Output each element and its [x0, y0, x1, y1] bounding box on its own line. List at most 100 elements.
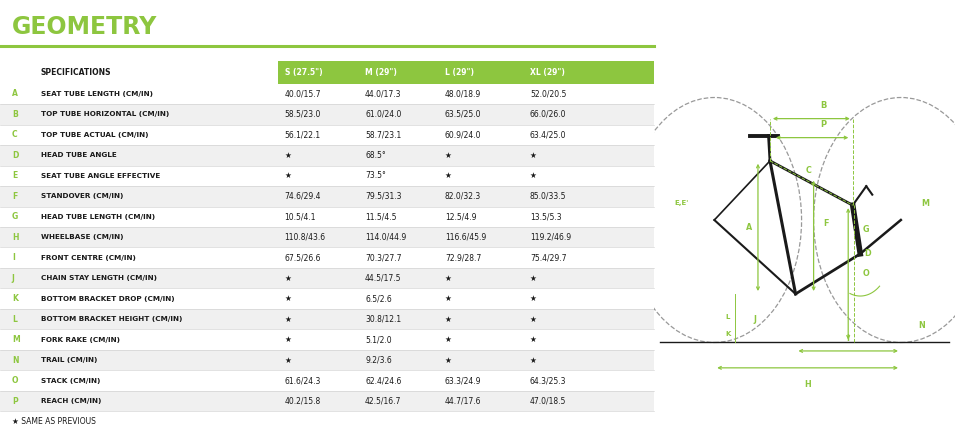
Bar [0, 350, 654, 370]
Text: 30.8/12.1: 30.8/12.1 [365, 315, 401, 324]
Text: TOP TUBE ACTUAL (CM/IN): TOP TUBE ACTUAL (CM/IN) [40, 132, 148, 138]
Text: SEAT TUBE ANGLE EFFECTIVE: SEAT TUBE ANGLE EFFECTIVE [40, 173, 159, 179]
Text: 70.3/27.7: 70.3/27.7 [365, 253, 401, 262]
Text: CHAIN STAY LENGTH (CM/IN): CHAIN STAY LENGTH (CM/IN) [40, 275, 157, 281]
Text: L: L [726, 314, 730, 320]
Text: H: H [11, 233, 18, 242]
Text: 5.1/2.0: 5.1/2.0 [365, 335, 392, 344]
Text: 58.7/23.1: 58.7/23.1 [365, 130, 401, 139]
Text: ★: ★ [285, 335, 291, 344]
Text: P: P [11, 396, 17, 406]
Bar [0, 186, 654, 206]
Text: 47.0/18.5: 47.0/18.5 [530, 396, 566, 406]
Text: SEAT TUBE LENGTH (CM/IN): SEAT TUBE LENGTH (CM/IN) [40, 91, 153, 97]
Text: D: D [11, 151, 18, 160]
Text: ★: ★ [285, 151, 291, 160]
Text: ★: ★ [285, 274, 291, 283]
Text: N: N [919, 321, 925, 330]
Text: C: C [805, 166, 812, 175]
Text: P: P [820, 121, 826, 129]
Text: 11.5/4.5: 11.5/4.5 [365, 212, 396, 221]
Text: 12.5/4.9: 12.5/4.9 [445, 212, 477, 221]
Text: 116.6/45.9: 116.6/45.9 [445, 233, 486, 242]
Text: 44.7/17.6: 44.7/17.6 [445, 396, 481, 406]
Text: J: J [11, 274, 14, 283]
Text: 61.6/24.3: 61.6/24.3 [285, 376, 321, 385]
Bar [0, 309, 654, 330]
Text: ★: ★ [530, 274, 537, 283]
Text: M (29"): M (29") [365, 68, 397, 77]
Text: ★: ★ [445, 335, 452, 344]
Text: REACH (CM/IN): REACH (CM/IN) [40, 398, 101, 404]
Text: 68.5°: 68.5° [365, 151, 386, 160]
Bar [0, 370, 654, 391]
Text: D: D [864, 249, 871, 258]
Text: BOTTOM BRACKET HEIGHT (CM/IN): BOTTOM BRACKET HEIGHT (CM/IN) [40, 316, 182, 322]
Text: 67.5/26.6: 67.5/26.6 [285, 253, 321, 262]
Text: O: O [863, 269, 870, 279]
Text: B: B [11, 110, 17, 119]
Text: 44.5/17.5: 44.5/17.5 [365, 274, 401, 283]
Text: 85.0/33.5: 85.0/33.5 [530, 192, 566, 201]
Text: ★: ★ [445, 356, 452, 365]
Text: F: F [11, 192, 17, 201]
Text: G: G [11, 212, 18, 221]
Bar [278, 61, 654, 84]
Text: I: I [847, 334, 850, 343]
Text: XL (29"): XL (29") [530, 68, 564, 77]
Text: STANDOVER (CM/IN): STANDOVER (CM/IN) [40, 193, 123, 199]
Text: BOTTOM BRACKET DROP (CM/IN): BOTTOM BRACKET DROP (CM/IN) [40, 296, 174, 302]
Text: 63.5/25.0: 63.5/25.0 [445, 110, 481, 119]
Bar [0, 206, 654, 227]
Text: 110.8/43.6: 110.8/43.6 [285, 233, 326, 242]
Text: ★ SAME AS PREVIOUS: ★ SAME AS PREVIOUS [11, 417, 96, 425]
Bar [0, 84, 654, 104]
Text: FRONT CENTRE (CM/IN): FRONT CENTRE (CM/IN) [40, 255, 136, 261]
Bar [0, 289, 654, 309]
Text: M: M [921, 198, 929, 208]
Bar [0, 125, 654, 145]
Text: 72.9/28.7: 72.9/28.7 [445, 253, 481, 262]
Text: TOP TUBE HORIZONTAL (CM/IN): TOP TUBE HORIZONTAL (CM/IN) [40, 111, 169, 117]
Text: 82.0/32.3: 82.0/32.3 [445, 192, 481, 201]
Text: 40.0/15.7: 40.0/15.7 [285, 89, 321, 99]
Text: 74.6/29.4: 74.6/29.4 [285, 192, 321, 201]
Text: ★: ★ [445, 294, 452, 303]
Text: J: J [753, 315, 756, 324]
Text: ★: ★ [285, 294, 291, 303]
Text: 119.2/46.9: 119.2/46.9 [530, 233, 571, 242]
Text: N: N [11, 356, 18, 365]
Text: ★: ★ [530, 171, 537, 180]
Text: ★: ★ [285, 171, 291, 180]
Text: 42.5/16.7: 42.5/16.7 [365, 396, 401, 406]
Text: GEOMETRY: GEOMETRY [11, 15, 158, 40]
Text: HEAD TUBE ANGLE: HEAD TUBE ANGLE [40, 152, 117, 158]
Text: 13.5/5.3: 13.5/5.3 [530, 212, 562, 221]
Text: FORK RAKE (CM/IN): FORK RAKE (CM/IN) [40, 337, 119, 343]
Bar [0, 104, 654, 125]
Text: E: E [11, 171, 17, 180]
Text: 40.2/15.8: 40.2/15.8 [285, 396, 321, 406]
Text: 9.2/3.6: 9.2/3.6 [365, 356, 392, 365]
Text: 10.5/4.1: 10.5/4.1 [285, 212, 316, 221]
Text: 79.5/31.3: 79.5/31.3 [365, 192, 401, 201]
Text: HEAD TUBE LENGTH (CM/IN): HEAD TUBE LENGTH (CM/IN) [40, 214, 155, 220]
Text: 75.4/29.7: 75.4/29.7 [530, 253, 566, 262]
Text: ★: ★ [530, 315, 537, 324]
Text: 6.5/2.6: 6.5/2.6 [365, 294, 392, 303]
Text: 56.1/22.1: 56.1/22.1 [285, 130, 321, 139]
Text: ★: ★ [530, 151, 537, 160]
Text: E,E': E,E' [674, 200, 689, 206]
Text: 61.0/24.0: 61.0/24.0 [365, 110, 401, 119]
Text: ★: ★ [530, 294, 537, 303]
Text: S (27.5"): S (27.5") [285, 68, 322, 77]
Text: 52.0/20.5: 52.0/20.5 [530, 89, 566, 99]
Text: 114.0/44.9: 114.0/44.9 [365, 233, 406, 242]
Bar [0, 165, 654, 186]
Bar [0, 227, 654, 247]
Text: ★: ★ [530, 335, 537, 344]
Text: ★: ★ [530, 356, 537, 365]
Text: ★: ★ [285, 315, 291, 324]
Text: K: K [725, 331, 731, 337]
Text: A: A [746, 223, 752, 232]
